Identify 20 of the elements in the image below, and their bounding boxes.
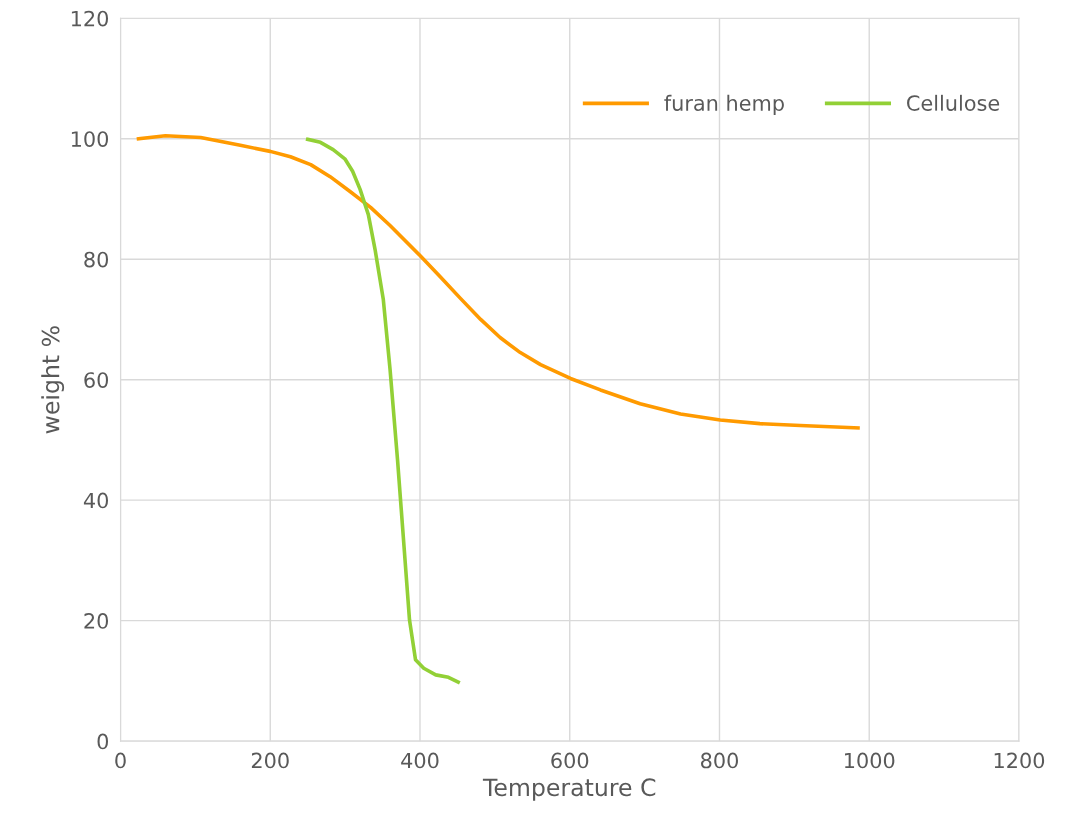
x-axis-title: Temperature C — [482, 778, 656, 801]
x-tick-label: 400 — [401, 752, 439, 769]
legend-label: furan hemp — [664, 94, 784, 115]
x-tick-label: 0 — [115, 752, 126, 769]
y-tick-label: 0 — [97, 733, 109, 750]
line-series — [305, 137, 460, 684]
y-tick-label: 40 — [83, 492, 109, 509]
line-series — [136, 133, 860, 430]
x-tick-label: 1000 — [845, 752, 895, 769]
legend-label: Cellulose — [907, 94, 1000, 111]
y-tick-label: 120 — [71, 10, 109, 27]
y-tick-label: 60 — [84, 372, 109, 388]
y-tick-label: 20 — [84, 613, 109, 629]
y-axis-title: weight % — [41, 326, 65, 434]
x-tick-label: 200 — [251, 752, 289, 769]
y-tick-label: 100 — [71, 131, 109, 147]
x-tick-label: 600 — [551, 752, 589, 769]
y-tick-label: 80 — [84, 251, 109, 268]
x-tick-label: 800 — [701, 752, 738, 769]
x-tick-label: 1200 — [994, 752, 1045, 769]
